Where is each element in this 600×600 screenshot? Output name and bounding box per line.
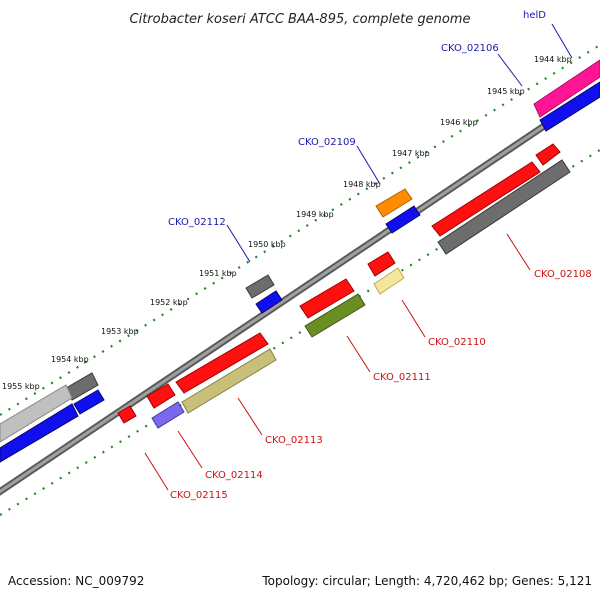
gene-feature-pale-yellow <box>373 267 405 295</box>
gene-feature-blue <box>255 290 283 314</box>
gene-label-CKO_02108: CKO_02108 <box>534 269 592 280</box>
gene-label-CKO_02114: CKO_02114 <box>205 470 263 481</box>
gene-feature-blue <box>385 205 421 234</box>
gene-feature-helD <box>533 59 600 118</box>
kbp-label: 1947 kbp <box>392 149 430 158</box>
gene-feature-lavender <box>151 401 185 429</box>
gene-feature-red <box>175 332 269 394</box>
gene-feature-red <box>367 251 396 277</box>
outer-tick-ring <box>0 44 600 416</box>
gene-label-helD: helD <box>523 10 546 21</box>
gene-feature-olive <box>304 293 366 338</box>
gene-feature-silver <box>0 384 73 443</box>
kbp-label: 1955 kbp <box>2 382 40 391</box>
topology-text: Topology: circular; Length: 4,720,462 bp… <box>261 574 592 588</box>
kbp-label: 1945 kbp <box>487 87 525 96</box>
gene-feature-blue <box>73 389 105 415</box>
gene-feature-gray <box>245 274 275 299</box>
kbp-label: 1953 kbp <box>101 327 139 336</box>
gene-label-CKO_02111: CKO_02111 <box>373 372 431 383</box>
kbp-label: 1948 kbp <box>343 180 381 189</box>
kbp-label: 1946 kbp <box>440 118 478 127</box>
gene-label-CKO_02110: CKO_02110 <box>428 337 486 348</box>
backbone-ring <box>0 84 600 496</box>
kbp-label: 1951 kbp <box>199 269 237 278</box>
kbp-label: 1949 kbp <box>296 210 334 219</box>
kbp-label: 1954 kbp <box>51 355 89 364</box>
gene-feature-blue <box>539 81 600 132</box>
gene-feature-blue <box>0 403 79 463</box>
kbp-label: 1952 kbp <box>150 298 188 307</box>
kbp-label: 1950 kbp <box>248 240 286 249</box>
kbp-label: 1944 kbp <box>534 55 572 64</box>
gene-feature-red <box>117 405 137 424</box>
gene-feature-gray <box>437 159 571 255</box>
gene-label-CKO_02115: CKO_02115 <box>170 490 228 501</box>
gene-feature-red-CKO_02108 <box>431 161 541 237</box>
gene-label-CKO_02109: CKO_02109 <box>298 137 356 148</box>
accession-text: Accession: NC_009792 <box>8 574 144 588</box>
bottom-gene-labels: CKO_02108 CKO_02110 CKO_02111 CKO_02113 … <box>144 233 592 501</box>
gene-label-CKO_02106: CKO_02106 <box>441 43 499 54</box>
gene-feature-red <box>299 278 355 319</box>
map-title: Citrobacter koseri ATCC BAA-895, complet… <box>130 12 471 27</box>
gene-feature-red <box>146 383 176 409</box>
inner-tick-ring <box>0 149 600 516</box>
gene-feature-red <box>535 143 561 166</box>
gene-features <box>0 59 600 463</box>
gene-feature-khaki <box>181 348 277 414</box>
gene-label-CKO_02113: CKO_02113 <box>265 435 323 446</box>
top-gene-labels: helD CKO_02106 CKO_02109 CKO_02112 <box>168 10 573 263</box>
gene-feature-orange <box>375 188 413 218</box>
gene-label-CKO_02112: CKO_02112 <box>168 217 226 228</box>
kbp-scale: 1944 kbp 1945 kbp 1946 kbp 1947 kbp 1948… <box>2 55 572 391</box>
